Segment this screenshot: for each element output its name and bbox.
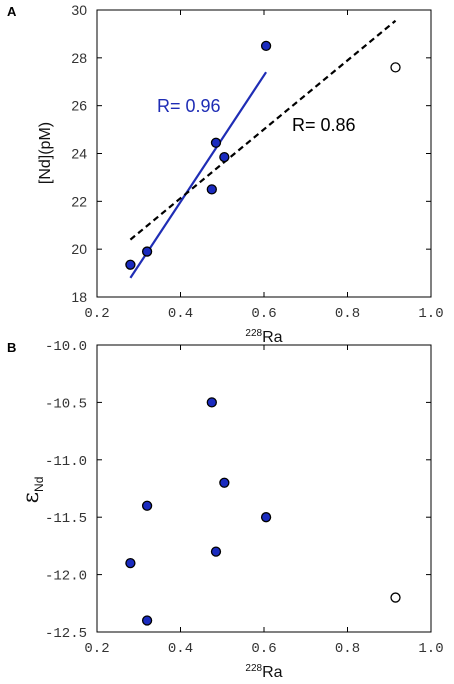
panel-a-data-point (125, 259, 136, 270)
panel-a-x-tick-label: 1.0 (418, 306, 443, 322)
panel-b-points (125, 397, 401, 626)
panel-a-y-tick-label: 24 (71, 146, 87, 162)
panel-a-data-point-open (390, 62, 401, 73)
panel-a-x-axis-label: 228Ra (245, 328, 282, 346)
fit-label-r096: R= 0.96 (157, 96, 221, 116)
panel-b-x-tick-label: 0.4 (168, 641, 193, 657)
panel-b-y-tick-label: -10.0 (45, 339, 87, 355)
panel-b-y-tick-label: -10.5 (45, 396, 87, 412)
panel-a-y-tick-label: 22 (71, 193, 87, 209)
panel-b-x-tick-label: 0.2 (84, 641, 109, 657)
panel-b-data-point (210, 546, 222, 557)
panel-a-x-tick-label: 0.8 (335, 306, 360, 322)
panel-b-plot-area (96, 344, 432, 633)
panel-a-ticks: 0.2 0.4 0.6 0.8 1.0 18 20 22 24 26 28 30 (71, 2, 443, 322)
panel-a-data-point (260, 40, 272, 52)
panel-b-y-tick-label: -12.5 (45, 626, 87, 642)
panel-b-label: B (7, 340, 16, 355)
panel-a-y-tick-label: 20 (71, 241, 87, 257)
panel-b-data-point (141, 615, 153, 626)
panel-b: B 0.2 0.4 0.6 0.8 1.0 -10.0 -10.5 -11.0 -11.5 -12… (7, 339, 444, 681)
panel-a-points (125, 40, 401, 270)
panel-b-y-tick-label: -11.5 (45, 511, 87, 527)
panel-b-y-tick-label: -12.0 (45, 569, 87, 585)
fit-line-dashed (129, 19, 397, 241)
panel-a-data-point (210, 137, 222, 148)
panel-b-x-axis-label-sup: 228 (245, 663, 262, 674)
fit-label-r086: R= 0.86 (292, 115, 356, 135)
panel-a-y-tick-label: 30 (71, 2, 87, 18)
panel-a: A 0.2 0.4 0.6 0.8 1.0 18 20 22 24 26 28 30 [Nd](pM)… (7, 2, 444, 346)
panel-b-x-tick-label: 1.0 (418, 641, 443, 657)
panel-a-fit-lines (129, 19, 397, 279)
panel-a-x-axis-label-main: Ra (262, 329, 283, 346)
panel-b-x-axis-label: 228Ra (245, 663, 282, 681)
panel-a-data-point (219, 151, 230, 163)
panel-b-data-point (219, 477, 230, 488)
panel-a-x-axis-label-sup: 228 (245, 328, 262, 339)
panel-a-x-tick-label: 0.6 (251, 306, 276, 322)
panel-b-x-axis-label-main: Ra (262, 664, 283, 681)
panel-a-x-tick-label: 0.2 (84, 306, 109, 322)
panel-b-data-point (206, 397, 217, 408)
panel-b-data-point (141, 500, 153, 511)
panel-b-data-point (260, 512, 272, 523)
panel-a-y-tick-label: 18 (71, 289, 87, 305)
panel-b-data-point-open (390, 592, 401, 603)
panel-a-data-point (141, 246, 153, 257)
panel-b-x-tick-label: 0.6 (251, 641, 276, 657)
panel-a-label: A (7, 4, 17, 19)
panel-a-x-tick-label: 0.4 (168, 306, 193, 322)
panel-a-y-tick-label: 26 (71, 98, 87, 114)
panel-b-y-axis-label-main: ε (19, 492, 44, 503)
panel-b-x-tick-label: 0.8 (335, 641, 360, 657)
panel-b-y-axis-label-sub: Nd (32, 477, 46, 492)
panel-b-ticks: 0.2 0.4 0.6 0.8 1.0 -10.0 -10.5 -11.0 -11.5 -12.0… (45, 339, 444, 657)
panel-b-data-point (125, 557, 136, 569)
panel-a-y-axis-label: [Nd](pM) (37, 122, 54, 184)
fit-line-solid (129, 71, 268, 279)
panel-b-y-axis-label: εNd (19, 477, 46, 504)
panel-a-data-point (206, 184, 217, 195)
panel-b-y-tick-label: -11.0 (45, 454, 87, 470)
panel-a-y-tick-label: 28 (71, 50, 87, 66)
